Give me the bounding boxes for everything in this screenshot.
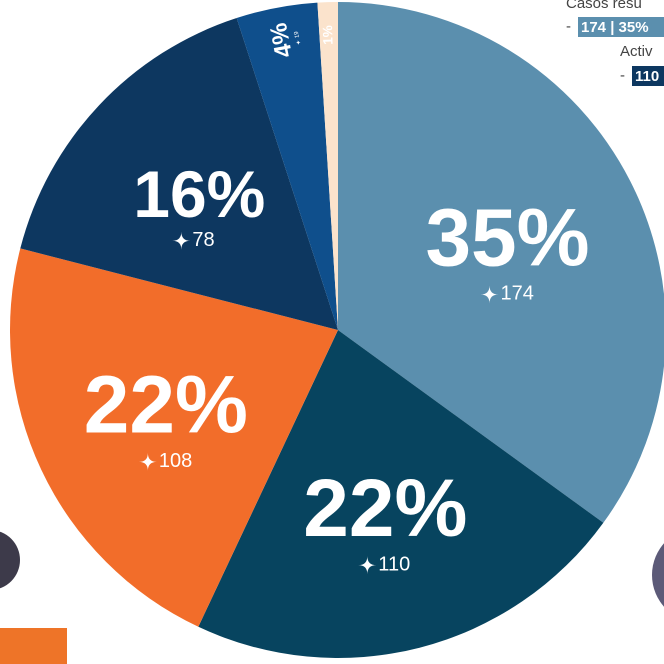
- pie-slice: [10, 248, 339, 627]
- count-label: 108: [159, 450, 192, 472]
- percent-label: 35%: [425, 192, 589, 283]
- legend-text: Activ: [620, 43, 653, 60]
- count-icon: [138, 452, 157, 471]
- count-label: 174: [501, 283, 534, 305]
- count-icon: [358, 556, 377, 575]
- count-label: 19: [294, 30, 301, 38]
- count-label: 110: [378, 553, 410, 575]
- legend-dash: -: [566, 18, 571, 35]
- slice-label: 16%78: [133, 157, 265, 251]
- percent-label: 4%: [265, 21, 298, 60]
- percent-label: 22%: [303, 463, 467, 554]
- percent-label: 22%: [84, 360, 248, 451]
- pie-slice: [317, 2, 338, 330]
- percent-label: 16%: [133, 157, 265, 231]
- pie-slice: [198, 330, 604, 658]
- count-label: 78: [192, 229, 214, 251]
- legend-tag-bg: [632, 66, 664, 86]
- legend-text: Casos resu: [566, 0, 642, 12]
- pie-slice: [20, 18, 339, 330]
- count-icon: [480, 285, 499, 304]
- legend-tag: 174 | 35%: [581, 19, 649, 36]
- legend-dash: -: [620, 67, 625, 84]
- pie-slice: [236, 2, 338, 330]
- slice-label: 22%110: [303, 463, 467, 575]
- count-icon: [172, 231, 191, 250]
- percent-label: 1%: [320, 25, 336, 45]
- slice-label: 1%: [320, 25, 336, 45]
- legend-tag: 110: [635, 68, 659, 85]
- count-icon: [295, 39, 301, 46]
- avatar-partial: [652, 543, 664, 607]
- pie-slice: [338, 2, 664, 523]
- slice-label: 35%174: [425, 192, 589, 304]
- orange-block: [0, 628, 67, 664]
- legend-tag-bg: [578, 17, 664, 37]
- slice-label: 22%108: [84, 360, 248, 472]
- avatar-partial: [0, 531, 20, 589]
- slice-label: 4%19: [265, 21, 301, 60]
